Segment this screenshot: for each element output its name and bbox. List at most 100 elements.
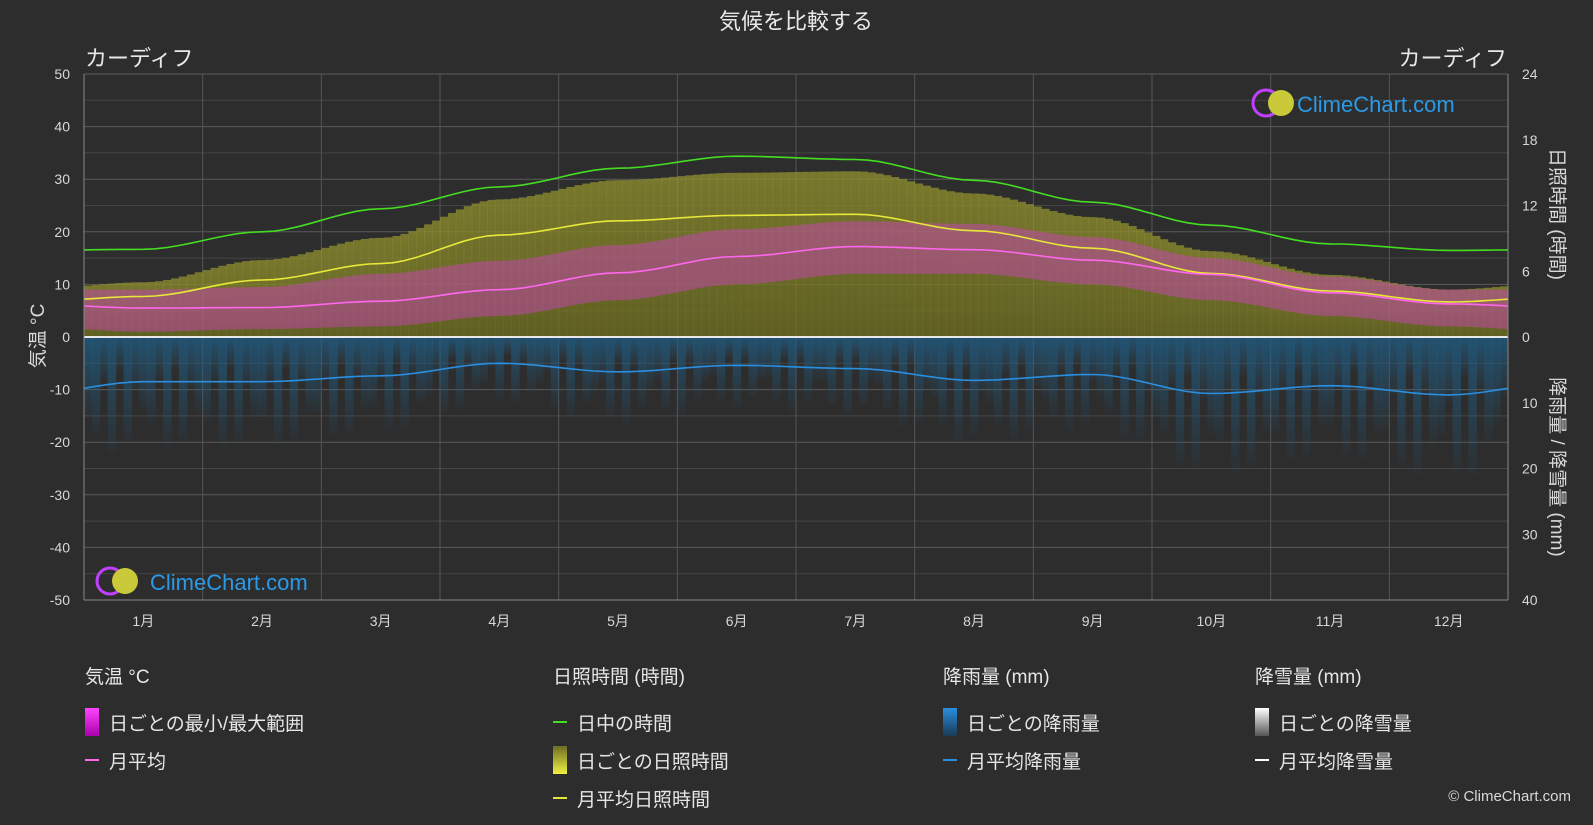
daily-sun-bar [1389, 283, 1398, 337]
daily-sun-bar [1333, 275, 1343, 337]
series-line-1 [83, 213, 1509, 303]
daily-rain-bar [479, 337, 488, 383]
daily-rain-bar [440, 337, 449, 413]
daily-rain-bar [1349, 337, 1359, 372]
daily-rain-bar [756, 337, 765, 379]
daily-rain-bar [131, 337, 140, 390]
legend-temp-range-row: 日ごとの最小/最大範囲 [85, 703, 304, 741]
daily-rain-bar [115, 337, 125, 371]
daily-rain-bar [788, 337, 797, 412]
daily-sun-bar [1500, 286, 1509, 337]
daily-sun-bar [519, 197, 528, 337]
daily-rain-bar [1120, 337, 1129, 438]
daily-sun-bar [1413, 287, 1422, 337]
daily-sun-bar [946, 191, 955, 337]
legend-temp-avg-swatch [85, 759, 99, 761]
daily-sun-bar [1112, 220, 1121, 337]
y-right-bottom-tick: 10 [1522, 395, 1538, 411]
daily-rain-bar [139, 337, 148, 411]
copyright: © ClimeChart.com [1448, 788, 1571, 805]
daily-rain-bar [1365, 337, 1375, 389]
daily-sun-bar [250, 260, 259, 337]
daily-rain-bar [242, 337, 251, 387]
daily-sun-bar [1444, 289, 1454, 337]
daily-sun-bar [1326, 274, 1335, 337]
legend-snow: 降雪量 (mm) 日ごとの降雪量 月平均降雪量 [1255, 662, 1412, 779]
daily-sun-bar [1254, 259, 1264, 337]
daily-sun-bar [590, 182, 599, 337]
daily-rain-bar [352, 337, 362, 378]
daily-rain-bar [1302, 337, 1311, 457]
daily-sun-bar [875, 173, 884, 337]
daily-sun-bar [1239, 255, 1248, 337]
daily-rain-bar [970, 337, 979, 435]
daily-rain-bar [376, 337, 386, 379]
daily-sun-bar [329, 245, 338, 337]
daily-rain-bar [1500, 337, 1509, 398]
daily-sun-bar [985, 194, 995, 337]
daily-sun-bar [1041, 208, 1050, 337]
daily-sun-bar [558, 188, 568, 337]
daily-rain-bar [329, 337, 338, 436]
daily-sun-bar [1294, 270, 1303, 337]
daily-rain-bar [1033, 337, 1042, 387]
y-right-bottom-tick: 40 [1522, 592, 1538, 608]
daily-rain-bar [985, 337, 995, 404]
legend-snow-header: 降雪量 (mm) [1255, 667, 1362, 688]
daily-rain-bar [487, 337, 496, 368]
daily-sun-bar [495, 199, 504, 337]
daily-sun-bar [574, 185, 583, 337]
daily-sun-bar [384, 237, 394, 337]
daily-rain-bar [748, 337, 757, 398]
daily-sun-bar [258, 260, 267, 337]
daily-sun-bar [542, 192, 552, 337]
daily-sun-bar [1286, 268, 1295, 337]
x-tick-month: 1月 [132, 613, 154, 629]
daily-sun-bar [1183, 247, 1193, 337]
daily-sun-bar [1420, 288, 1430, 337]
daily-sun-bar [376, 237, 386, 337]
daily-sun-bar [883, 175, 892, 337]
legend-sun: 日照時間 (時間) 日中の時間 日ごとの日照時間 月平均日照時間 [553, 662, 729, 817]
daily-sun-bar [313, 250, 322, 337]
daily-sun-bar [629, 179, 639, 337]
legend-sun-avg-swatch [553, 797, 567, 799]
daily-rain-bar [234, 337, 243, 444]
y-left-label: 気温 °C [27, 304, 49, 369]
daily-sun-bar [218, 265, 227, 337]
legend-snow-avg-label: 月平均降雪量 [1279, 751, 1394, 773]
x-tick-month: 5月 [607, 613, 629, 629]
daily-rain-bar [1460, 337, 1469, 378]
daily-sun-bar [1270, 264, 1280, 337]
daily-rain-bar [416, 337, 425, 404]
daily-rain-bar [471, 337, 481, 390]
daily-rain-bar [898, 337, 908, 427]
x-tick-month: 9月 [1082, 613, 1104, 629]
daily-rain-bar [503, 337, 512, 356]
daily-rain-bar [875, 337, 884, 385]
daily-rain-bar [803, 337, 813, 403]
daily-sun-bar [1452, 289, 1462, 337]
legend-temp-avg-row: 月平均 [85, 741, 304, 779]
daily-sun-bar [463, 206, 473, 337]
daily-rain-bar [1294, 337, 1303, 373]
daily-sun-bar [898, 179, 908, 337]
daily-rain-bar [977, 337, 987, 393]
daily-rain-bar [701, 337, 710, 382]
daily-sun-bar [803, 171, 813, 337]
legend-rain: 降雨量 (mm) 日ごとの降雨量 月平均降雨量 [943, 662, 1100, 779]
daily-sun-bar [716, 173, 726, 337]
daily-sun-bar [281, 257, 291, 337]
daily-rain-bar [400, 337, 409, 429]
daily-sun-bar [598, 181, 607, 337]
daily-sun-bar [321, 247, 330, 337]
daily-sun-bar [906, 181, 916, 337]
daily-sun-bar [84, 285, 93, 337]
daily-rain-bar [1159, 337, 1169, 433]
daily-sun-bar [337, 243, 346, 337]
y-right-top-tick: 18 [1522, 132, 1538, 148]
daily-rain-bar [645, 337, 655, 390]
daily-rain-bar [1452, 337, 1462, 473]
daily-sun-bar [107, 283, 117, 337]
daily-sun-bar [210, 267, 219, 337]
